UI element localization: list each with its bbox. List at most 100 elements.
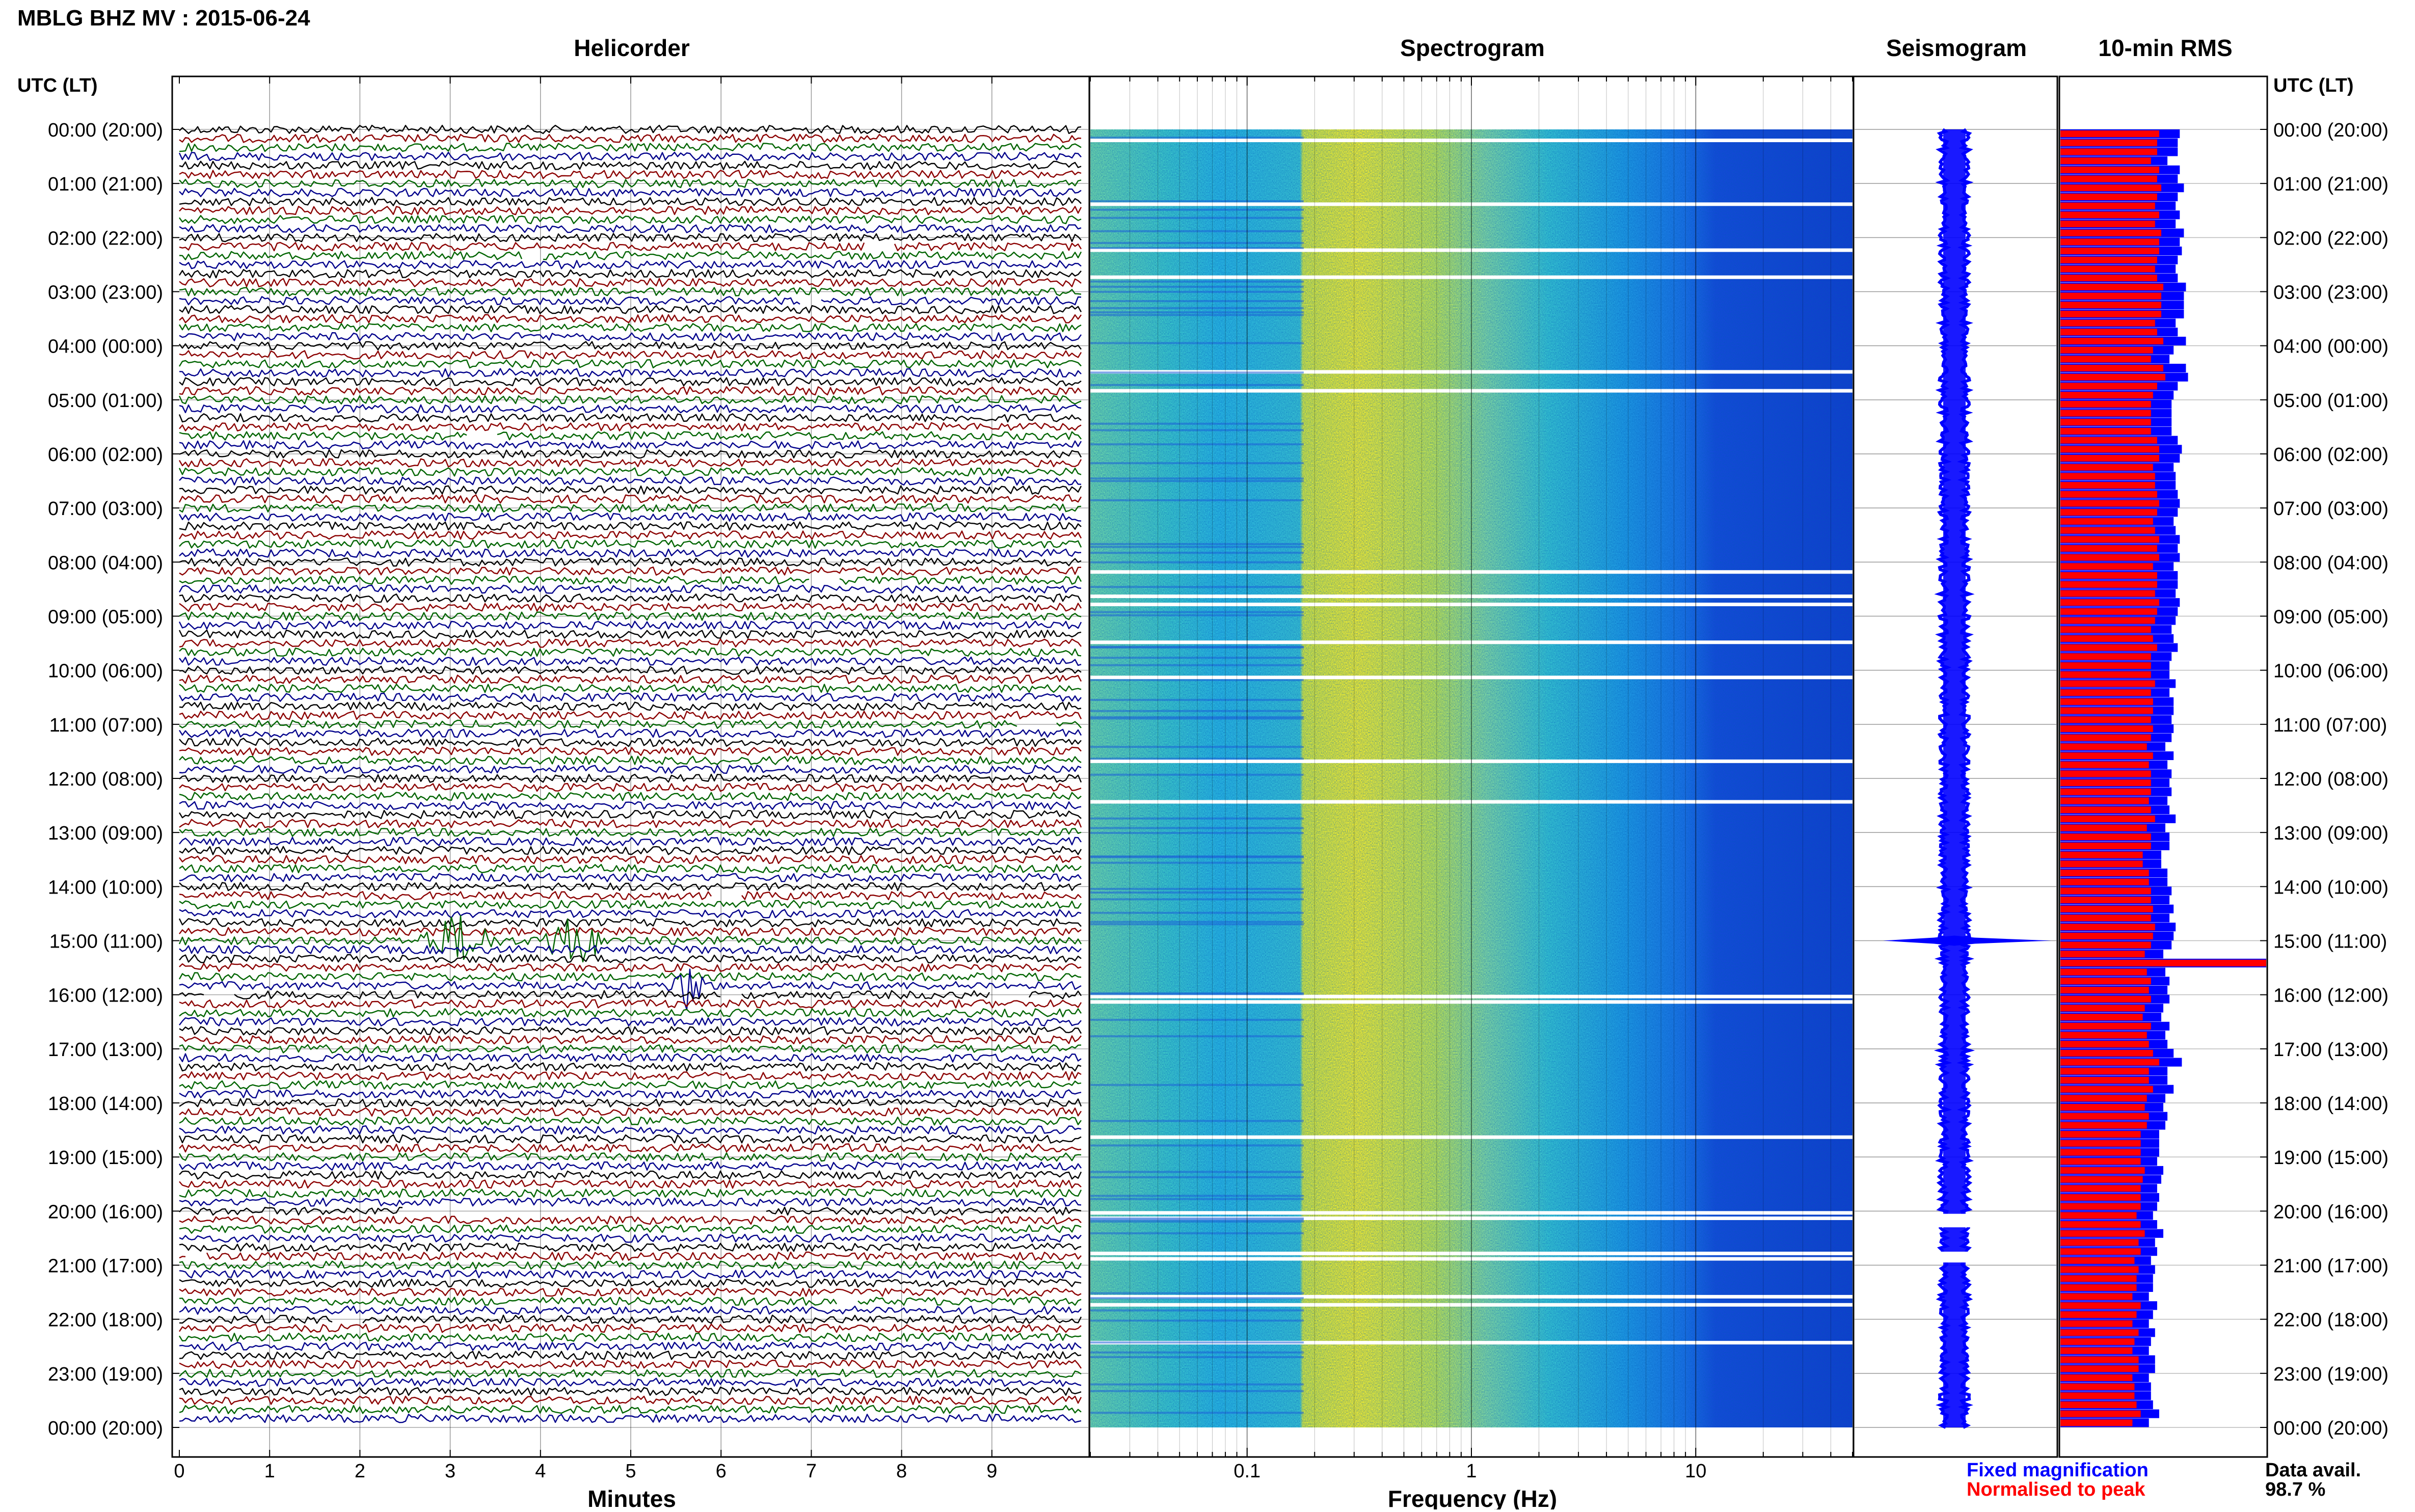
spectrogram-data-gap (1090, 275, 1853, 279)
rms-bar-normalised-to-peak (2060, 1113, 2149, 1120)
spectrogram-data-gap (1090, 1251, 1853, 1255)
helicorder-trace (179, 963, 1082, 973)
rms-bar-normalised-to-peak (2060, 1131, 2141, 1138)
rms-bar-normalised-to-peak (2060, 346, 2153, 354)
right-hour-tick-label: 19:00 (15:00) (2273, 1147, 2389, 1169)
helicorder-trace (178, 323, 1082, 333)
rms-bar-normalised-to-peak (2060, 905, 2153, 912)
rms-bar-normalised-to-peak (2060, 238, 2159, 246)
left-hour-tick-label: 16:00 (12:00) (48, 985, 163, 1007)
left-hour-tick-label: 00:00 (20:00) (48, 1418, 163, 1439)
legend-normalised-to-peak: Normalised to peak (1967, 1479, 2145, 1500)
helicorder-trace (178, 728, 1082, 738)
rms-bar-normalised-to-peak (2060, 1140, 2141, 1147)
helicorder-trace (179, 241, 1082, 252)
helicorder-trace (179, 332, 1082, 342)
left-hour-tick-label: 14:00 (10:00) (48, 877, 163, 898)
spectrogram-streak (1090, 311, 1304, 314)
spectrogram-streak (1090, 1232, 1304, 1234)
helicorder-trace (179, 557, 1082, 567)
rms-bar-normalised-to-peak (2060, 978, 2151, 985)
helicorder-trace (179, 836, 1082, 847)
rms-bar-normalised-to-peak (2060, 265, 2155, 273)
spectrogram-streak (1090, 546, 1304, 548)
helicorder-trace (179, 305, 1082, 314)
spectrogram-frequency-tick-label: 0.1 (1233, 1461, 1260, 1482)
helicorder-trace (178, 1134, 1082, 1144)
helicorder-trace (179, 377, 1082, 387)
spectrogram-streak (1090, 1390, 1304, 1392)
right-hour-tick-label: 14:00 (10:00) (2273, 877, 2389, 898)
helicorder-trace (179, 1242, 1082, 1252)
spectrogram-streak (1090, 1383, 1304, 1386)
helicorder-trace (179, 954, 1082, 963)
spectrogram-streak (1090, 137, 1304, 139)
spectrogram-data-gap (1090, 570, 1853, 574)
helicorder-trace (179, 1395, 1082, 1405)
rms-bar-normalised-to-peak (2060, 554, 2159, 561)
rms-bar-normalised-to-peak (2060, 275, 2157, 282)
rms-bar-normalised-to-peak (2060, 1212, 2137, 1219)
rms-bar-normalised-to-peak (2060, 229, 2161, 236)
spectrogram-streak (1090, 911, 1304, 914)
helicorder-trace (179, 1305, 1082, 1315)
helicorder-trace (179, 1368, 1082, 1378)
helicorder-plot (178, 124, 1082, 1423)
rms-bar-normalised-to-peak (2060, 310, 2161, 317)
rms-bar-normalised-to-peak (2060, 897, 2151, 904)
helicorder-trace (179, 314, 1082, 323)
rms-bar-normalised-to-peak (2060, 581, 2157, 588)
rms-bar-normalised-to-peak (2060, 1356, 2139, 1363)
rms-bar-normalised-to-peak (2060, 1014, 2143, 1021)
helicorder-trace (179, 521, 1082, 531)
helicorder-trace (179, 1414, 1082, 1423)
helicorder-trace (179, 214, 1082, 225)
helicorder-trace (179, 945, 1082, 955)
helicorder-trace (179, 206, 1082, 215)
spectrogram-streak (1090, 614, 1304, 616)
right-hour-tick-label: 07:00 (03:00) (2273, 498, 2389, 520)
helicorder-trace (178, 692, 1082, 702)
helicorder-minute-tick-label: 2 (355, 1461, 365, 1482)
rms-bar-normalised-to-peak (2060, 924, 2155, 931)
seismogram-plot (1883, 128, 2051, 1429)
left-hour-tick-label: 19:00 (15:00) (48, 1147, 163, 1169)
seismogram-title: Seismogram (1886, 35, 2027, 61)
helicorder-minute-tick-label: 7 (806, 1461, 817, 1482)
rms-bar-normalised-to-peak (2060, 878, 2149, 885)
rms-bar-normalised-to-peak (2060, 1275, 2137, 1282)
helicorder-trace (179, 1098, 1082, 1108)
rms-bar-normalised-to-peak (2060, 166, 2159, 173)
helicorder-trace (179, 287, 1082, 296)
helicorder-trace (179, 404, 1082, 414)
rms-bar-normalised-to-peak (2060, 716, 2151, 723)
rms-bar-normalised-to-peak (2060, 1383, 2135, 1390)
spectrogram-streak (1090, 543, 1304, 545)
helicorder-trace (178, 458, 1082, 468)
helicorder-trace (179, 1270, 1082, 1279)
rms-bar-normalised-to-peak (2060, 464, 2153, 471)
helicorder-trace (179, 1387, 1082, 1396)
spectrogram-data-gap (1090, 248, 1853, 252)
rms-bar-normalised-to-peak (2060, 788, 2151, 795)
rms-bar-normalised-to-peak (2060, 509, 2157, 516)
left-hour-tick-label: 02:00 (22:00) (48, 228, 163, 249)
left-hour-tick-label: 21:00 (17:00) (48, 1256, 163, 1277)
helicorder-trace (178, 1324, 1082, 1333)
spectrogram-streak (1090, 1195, 1304, 1197)
right-hour-tick-label: 08:00 (04:00) (2273, 552, 2389, 574)
rms-bar-normalised-to-peak (2060, 365, 2163, 372)
right-hour-tick-label: 12:00 (08:00) (2273, 769, 2389, 790)
rms-bar-normalised-to-peak (2060, 1365, 2139, 1372)
spectrogram-streak (1090, 1120, 1304, 1122)
helicorder-trace (179, 800, 1082, 811)
right-hour-tick-label: 04:00 (00:00) (2273, 336, 2389, 358)
rms-bar-normalised-to-peak (2060, 482, 2155, 489)
rms-bar-normalised-to-peak (2060, 500, 2159, 507)
rms-bar-normalised-to-peak (2060, 545, 2157, 552)
helicorder-trace (179, 656, 1082, 666)
helicorder-trace (179, 1170, 1082, 1180)
helicorder-trace (179, 647, 1082, 657)
helicorder-trace (179, 1341, 1082, 1351)
rms-bar-normalised-to-peak (2060, 139, 2157, 146)
